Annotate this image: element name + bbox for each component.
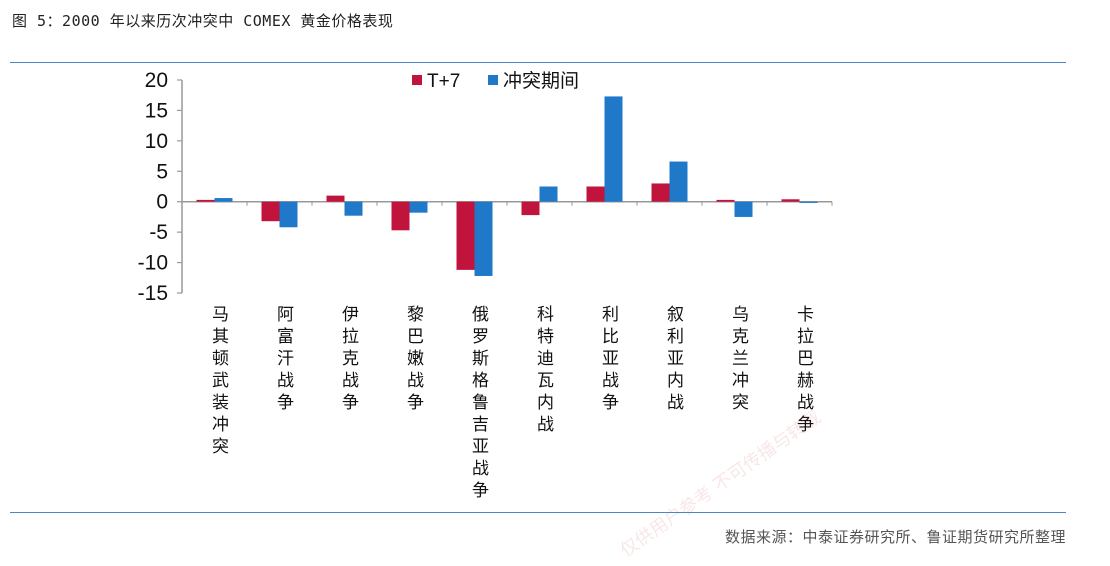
bar-period [474,201,493,276]
x-category-label: 马其顿武装冲突 [212,305,229,457]
bar-period [604,96,623,202]
bar-period [669,161,688,202]
x-category-label: 伊拉克战争 [342,305,359,413]
bar-period [409,201,428,213]
bar-chart: 20 15 10 5 0 -5 -10 -15 马其顿武装冲突 阿富汗战争 伊拉克战争 黎巴嫩战争 俄… [138,69,833,501]
y-tick-label: 10 [145,130,168,153]
legend-swatch-period [488,75,498,85]
y-tick-label: 15 [145,99,168,122]
bar-t7 [261,201,280,222]
x-category-label: 科特迪瓦内战 [537,305,554,435]
bar-period [539,186,558,202]
x-category-label: 利比亚战争 [602,305,619,413]
bottom-rule [10,512,1066,513]
legend-swatch-t7 [412,75,422,85]
bar-period [279,201,298,228]
legend-label-period: 冲突期间 [503,70,579,92]
y-tick-label: -15 [138,282,168,305]
top-rule [10,62,1066,63]
x-category-label: 俄罗斯格鲁吉亚战争 [472,305,489,501]
y-tick-label: 20 [145,69,168,92]
x-category-label: 黎巴嫩战争 [407,305,424,413]
bar-t7 [586,186,605,202]
bar-t7 [391,201,410,231]
x-category-label: 卡拉巴赫战争 [797,305,814,435]
y-tick-label: -5 [149,221,168,244]
bar-period [799,201,818,203]
bar-t7 [456,201,475,270]
y-tick-label: -10 [138,252,168,275]
x-category-label: 阿富汗战争 [277,305,294,413]
bar-period [214,198,233,202]
bar-t7 [521,201,540,216]
bar-t7 [326,195,345,202]
y-tick-label: 5 [156,160,168,183]
figure-title: 图 5：2000 年以来历次冲突中 COMEX 黄金价格表现 [12,12,394,30]
bar-t7 [651,183,670,202]
bar-t7 [196,199,215,202]
x-category-label: 乌克兰冲突 [732,305,749,413]
y-tick-label: 0 [156,191,168,214]
legend-label-t7: T+7 [427,71,460,92]
bar-t7 [716,199,735,202]
bar-period [734,201,753,217]
bar-t7 [781,199,800,202]
x-category-label: 叙利亚内战 [667,305,684,413]
source-note: 数据来源：中泰证券研究所、鲁证期货研究所整理 [724,528,1066,546]
bar-period [344,201,363,216]
